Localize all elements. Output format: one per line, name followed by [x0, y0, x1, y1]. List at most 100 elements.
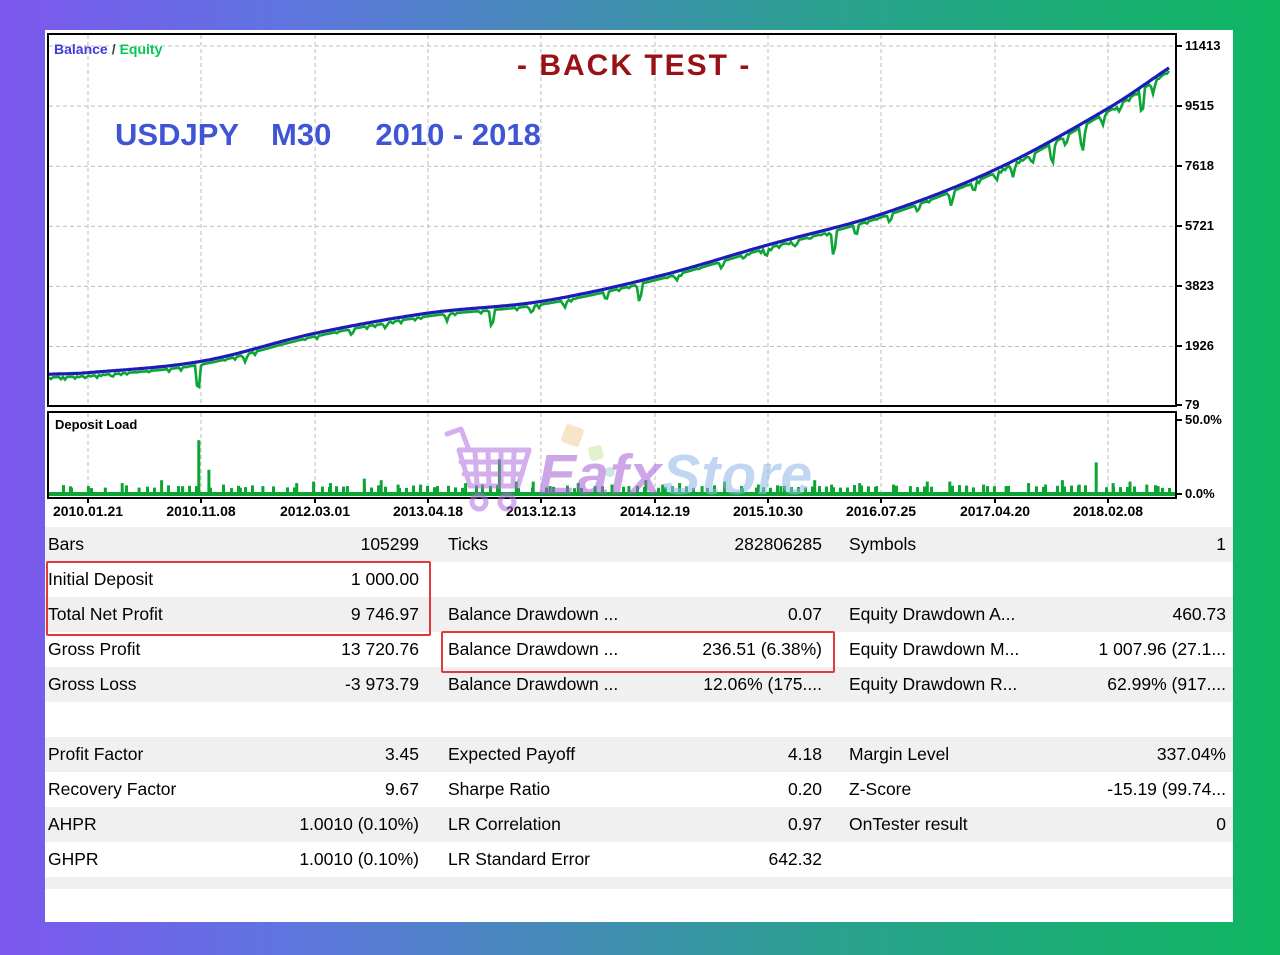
stat-label: GHPR [48, 849, 99, 869]
axis-tick [1177, 419, 1182, 421]
y-axis-value: 3823 [1185, 278, 1214, 293]
axis-tick [87, 499, 89, 503]
stat-label: Bars [48, 534, 84, 554]
x-axis-date: 2016.07.25 [845, 503, 917, 519]
stat-label: Total Net Profit [48, 604, 163, 624]
stat-value: 4.18 [787, 744, 822, 764]
symbol-timeframe-title: USDJPY M30 2010 - 2018 [115, 117, 541, 153]
stat-label: Ticks [448, 534, 489, 554]
stat-label: LR Correlation [448, 814, 561, 834]
axis-tick [654, 499, 656, 503]
stat-value: -3 973.79 [345, 674, 419, 694]
legend-equity-label: Equity [119, 41, 163, 57]
axis-tick [1177, 285, 1182, 287]
stat-value: 0.07 [787, 604, 822, 624]
stat-label: Equity Drawdown A... [849, 604, 1016, 624]
stat-value: 0.97 [787, 814, 822, 834]
axis-tick [314, 499, 316, 503]
stats-row: Bars 105299 Ticks 282806285 Symbols 1 [45, 527, 1233, 562]
legend-separator: / [111, 41, 116, 57]
y-axis-value: 5721 [1185, 218, 1214, 233]
stat-value: 236.51 (6.38%) [702, 639, 822, 659]
stat-label: Recovery Factor [48, 779, 177, 799]
axis-tick [1177, 105, 1182, 107]
stat-value: 1.0010 (0.10%) [299, 849, 419, 869]
deposit-load-label: Deposit Load [55, 417, 138, 432]
y-axis-value: 9515 [1185, 98, 1214, 113]
axis-tick [1177, 45, 1182, 47]
stat-value: 0 [1216, 814, 1226, 834]
stats-row: AHPR 1.0010 (0.10%) LR Correlation 0.97 OnTe… [45, 807, 1233, 842]
axis-tick [427, 499, 429, 503]
stats-row [45, 702, 1233, 737]
stat-value: 9.67 [384, 779, 419, 799]
stat-value: 12.06% (175.... [703, 674, 822, 694]
stat-label: Equity Drawdown M... [849, 639, 1020, 659]
axis-tick [994, 499, 996, 503]
axis-tick [1177, 493, 1182, 495]
stat-label: Initial Deposit [48, 569, 154, 589]
axis-tick [1177, 225, 1182, 227]
stat-value: 282806285 [734, 534, 822, 554]
x-axis-date: 2012.03.01 [279, 503, 351, 519]
axis-tick [1177, 404, 1182, 406]
x-axis-date: 2015.10.30 [732, 503, 804, 519]
stat-value: 1 007.96 (27.1... [1098, 639, 1226, 659]
stats-row: Gross Profit 13 720.76 Balance Drawdown ..… [45, 632, 1233, 667]
axis-tick [1177, 345, 1182, 347]
y-axis-value: 7618 [1185, 158, 1214, 173]
symbol-label: USDJPY [115, 117, 240, 152]
x-axis-date: 2017.04.20 [959, 503, 1031, 519]
stat-value: 1 000.00 [350, 569, 419, 589]
deposit-max-label: 50.0% [1185, 412, 1222, 427]
axis-tick [1177, 165, 1182, 167]
stat-label: Symbols [849, 534, 917, 554]
timeframe-label: M30 [271, 117, 332, 152]
stat-value: 337.04% [1156, 744, 1226, 764]
deposit-load-plot [49, 413, 1175, 497]
stat-value: -15.19 (99.74... [1107, 779, 1226, 799]
stat-label: Z-Score [849, 779, 912, 799]
period-label: 2010 - 2018 [375, 117, 541, 152]
balance-equity-plot [49, 35, 1175, 405]
stat-label: OnTester result [849, 814, 968, 834]
stat-value: 1 [1216, 534, 1226, 554]
y-axis-value: 11413 [1185, 38, 1221, 53]
stat-label: Profit Factor [48, 744, 144, 764]
y-axis-value: 79 [1185, 397, 1200, 412]
table-separator-band [45, 877, 1233, 889]
stat-label: Gross Profit [48, 639, 141, 659]
x-axis-date: 2010.11.08 [166, 503, 236, 519]
stat-value: 105299 [360, 534, 419, 554]
stat-value: 9 746.97 [350, 604, 419, 624]
balance-equity-chart: Balance / Equity - BACK TEST - USDJPY M30 20… [47, 33, 1177, 407]
stats-row: Recovery Factor 9.67 Sharpe Ratio 0.20 Z-Sco… [45, 772, 1233, 807]
chart-legend: Balance / Equity [54, 41, 162, 57]
deposit-load-panel: Deposit Load [47, 411, 1177, 499]
stat-value: 0.20 [787, 779, 822, 799]
axis-tick [200, 499, 202, 503]
stat-value: 62.99% (917.... [1107, 674, 1226, 694]
stat-label: Margin Level [849, 744, 950, 764]
stats-row: Total Net Profit 9 746.97 Balance Drawdown… [45, 597, 1233, 632]
stats-row: GHPR 1.0010 (0.10%) LR Standard Error 642.3… [45, 842, 1233, 877]
y-axis-value: 1926 [1185, 338, 1214, 353]
stat-value: 642.32 [768, 849, 822, 869]
stats-row: Initial Deposit 1 000.00 [45, 562, 1233, 597]
stat-value: 3.45 [384, 744, 419, 764]
stat-label: LR Standard Error [448, 849, 591, 869]
stat-label: Balance Drawdown ... [448, 604, 619, 624]
axis-tick [767, 499, 769, 503]
legend-balance-label: Balance [54, 41, 108, 57]
stat-value: 13 720.76 [341, 639, 419, 659]
x-axis-date: 2013.04.18 [392, 503, 464, 519]
x-axis-date: 2013.12.13 [505, 503, 577, 519]
statistics-table: Bars 105299 Ticks 282806285 Symbols 1 Initial … [45, 527, 1233, 877]
stat-label: AHPR [48, 814, 97, 834]
stat-label: Gross Loss [48, 674, 137, 694]
axis-tick [880, 499, 882, 503]
stat-value: 1.0010 (0.10%) [299, 814, 419, 834]
backtest-title: - BACK TEST - [517, 49, 752, 82]
stat-label: Sharpe Ratio [448, 779, 551, 799]
